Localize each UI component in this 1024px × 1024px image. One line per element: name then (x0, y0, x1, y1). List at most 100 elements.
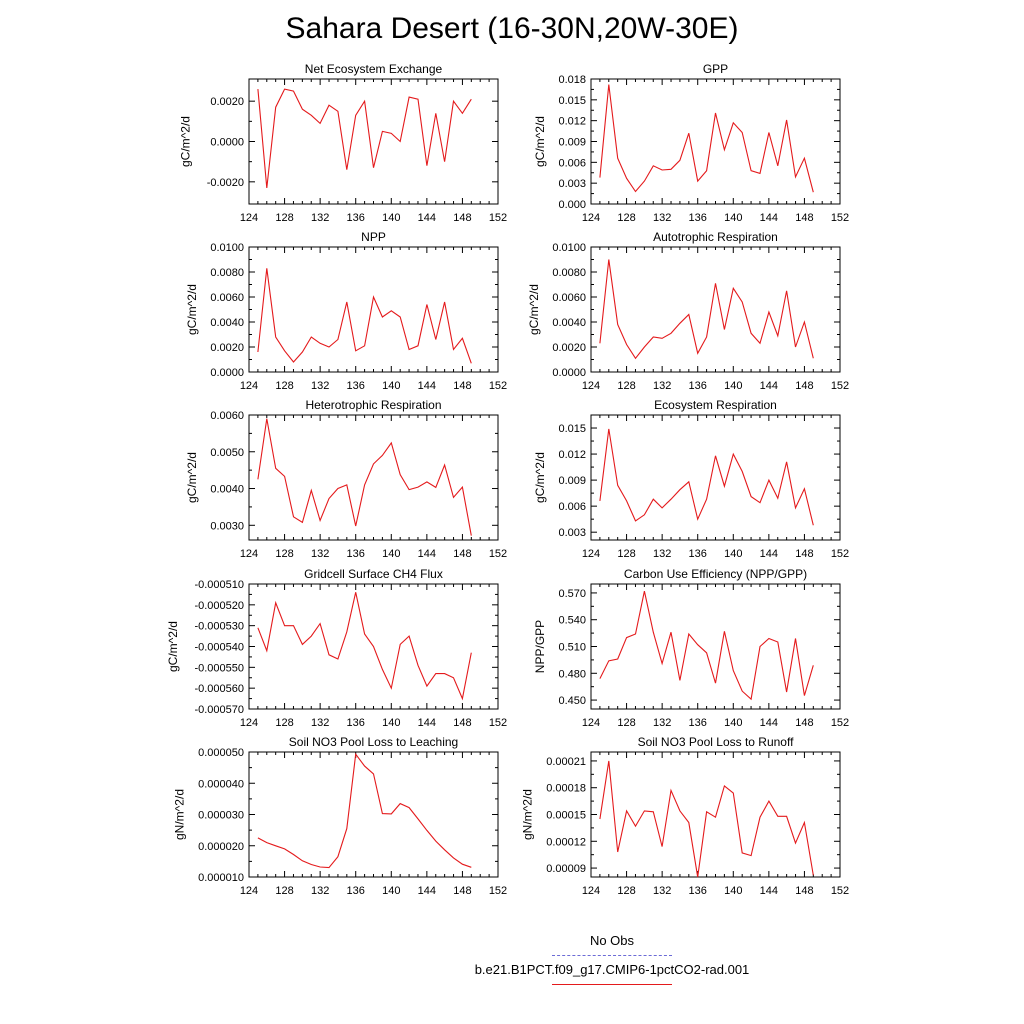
y-axis-label: gC/m^2/d (185, 452, 199, 503)
x-tick-label: 128 (275, 548, 293, 560)
y-axis-label: gC/m^2/d (185, 284, 199, 335)
x-tick-label: 140 (724, 885, 742, 897)
x-tick-label: 140 (382, 548, 400, 560)
y-axis-label: gC/m^2/d (533, 116, 547, 167)
chart-panel: Net Ecosystem Exchange 124 128 132 136 140 144… (179, 62, 508, 224)
x-tick-label: 128 (275, 885, 293, 897)
y-tick-label: 0.000010 (198, 872, 244, 884)
y-axis-label: gC/m^2/d (166, 621, 180, 672)
x-tick-label: 124 (240, 717, 258, 729)
series-line (599, 428, 814, 526)
x-tick-label: 124 (240, 380, 258, 392)
x-tick-label: 148 (795, 212, 813, 224)
x-tick-label: 144 (760, 380, 778, 392)
plot-frame (590, 414, 841, 541)
x-tick-label: 148 (453, 885, 471, 897)
x-tick-label: 148 (453, 380, 471, 392)
chart-title: Gridcell Surface CH4 Flux (304, 567, 443, 581)
y-tick-label: -0.000550 (194, 662, 244, 674)
chart-title: GPP (703, 62, 728, 76)
x-tick-label: 152 (831, 717, 849, 729)
x-tick-label: 124 (582, 212, 600, 224)
y-tick-label: 0.0040 (552, 317, 586, 329)
x-tick-label: 132 (311, 717, 329, 729)
series-line (257, 752, 472, 869)
plot-frame (248, 78, 499, 205)
x-tick-label: 140 (724, 548, 742, 560)
y-tick-label: 0.018 (558, 74, 586, 86)
chart-panel: GPP 124 128 132 136 140 144 148 152 0.000 0.003 0.0… (533, 62, 849, 224)
y-tick-label: -0.000510 (194, 579, 244, 591)
y-tick-label: 0.00018 (546, 783, 586, 795)
x-tick-label: 132 (653, 548, 671, 560)
x-tick-label: 144 (418, 717, 436, 729)
y-axis-label: NPP/GPP (533, 620, 547, 673)
legend-label-no-obs: No Obs (589, 933, 635, 948)
x-tick-label: 148 (795, 885, 813, 897)
x-tick-label: 140 (382, 212, 400, 224)
x-tick-label: 136 (689, 212, 707, 224)
y-tick-label: 0.012 (558, 449, 586, 461)
y-axis-label: gN/m^2/d (172, 789, 186, 840)
y-tick-label: 0.0030 (210, 520, 244, 532)
x-tick-label: 140 (724, 212, 742, 224)
x-tick-label: 128 (275, 380, 293, 392)
y-tick-label: 0.000050 (198, 747, 244, 759)
y-tick-label: 0.0100 (552, 242, 586, 254)
y-tick-label: 0.480 (558, 668, 586, 680)
x-tick-label: 152 (831, 212, 849, 224)
legend-label-model-run: b.e21.B1PCT.f09_g17.CMIP6-1pctCO2-rad.00… (474, 962, 750, 977)
x-tick-label: 152 (489, 212, 507, 224)
y-tick-label: 0.006 (558, 157, 586, 169)
x-tick-label: 148 (453, 548, 471, 560)
x-tick-label: 124 (582, 885, 600, 897)
x-tick-label: 140 (724, 717, 742, 729)
y-axis-label: gC/m^2/d (179, 116, 193, 167)
x-tick-label: 144 (418, 885, 436, 897)
x-tick-label: 132 (311, 548, 329, 560)
legend-swatch-no-obs (552, 955, 672, 956)
x-tick-label: 128 (275, 717, 293, 729)
chart-panel: Autotrophic Respiration 124 128 132 136 140 14… (527, 230, 849, 392)
x-tick-label: 136 (347, 380, 365, 392)
plot-frame (590, 583, 841, 710)
chart-panel: Gridcell Surface CH4 Flux 124 128 132 136 140… (166, 567, 507, 729)
y-tick-label: 0.00009 (546, 863, 586, 875)
y-tick-label: 0.015 (558, 95, 586, 107)
y-tick-label: 0.450 (558, 695, 586, 707)
y-axis-label: gC/m^2/d (533, 452, 547, 503)
y-tick-label: 0.0050 (210, 447, 244, 459)
x-tick-label: 144 (418, 380, 436, 392)
x-tick-label: 128 (617, 717, 635, 729)
x-tick-label: 144 (760, 548, 778, 560)
y-tick-label: -0.000530 (194, 621, 244, 633)
x-tick-label: 124 (240, 548, 258, 560)
x-tick-label: 128 (617, 548, 635, 560)
y-tick-label: 0.00012 (546, 836, 586, 848)
chart-title: Soil NO3 Pool Loss to Leaching (289, 735, 458, 749)
y-tick-label: 0.0060 (552, 292, 586, 304)
y-tick-label: 0.540 (558, 615, 586, 627)
x-tick-label: 136 (347, 212, 365, 224)
x-tick-label: 128 (617, 212, 635, 224)
x-tick-label: 136 (689, 717, 707, 729)
x-tick-label: 148 (795, 548, 813, 560)
series-line (599, 760, 814, 878)
plot-frame (248, 751, 499, 878)
chart-title: Ecosystem Respiration (654, 398, 777, 412)
plot-frame (248, 414, 499, 541)
y-tick-label: 0.00015 (546, 810, 586, 822)
x-tick-label: 124 (582, 380, 600, 392)
x-tick-label: 152 (831, 885, 849, 897)
chart-title: NPP (361, 230, 386, 244)
x-tick-label: 152 (489, 548, 507, 560)
series-line (599, 84, 814, 193)
x-tick-label: 132 (653, 380, 671, 392)
chart-title: Soil NO3 Pool Loss to Runoff (638, 735, 795, 749)
legend-swatch-model-run (552, 984, 672, 985)
chart-panel: Soil NO3 Pool Loss to Runoff 124 128 132 136… (521, 735, 850, 897)
x-tick-label: 140 (382, 885, 400, 897)
y-tick-label: 0.000020 (198, 841, 244, 853)
y-tick-label: 0.0020 (210, 342, 244, 354)
